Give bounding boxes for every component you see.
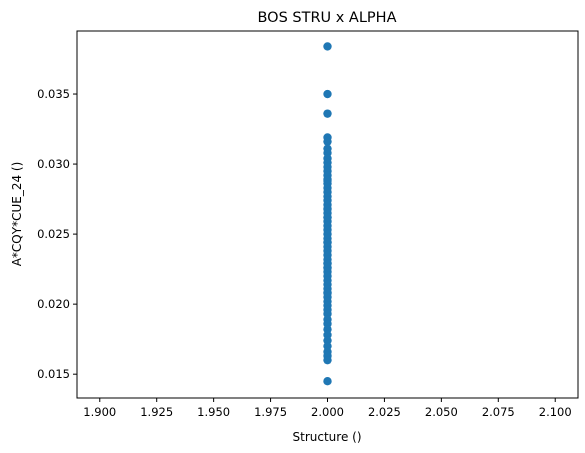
x-axis: 1.900 1.925 1.950 1.975 2.000 2.025 2.050 2.075… bbox=[83, 398, 571, 419]
x-tick-label: 2.075 bbox=[482, 405, 515, 419]
y-tick-label: 0.035 bbox=[37, 87, 70, 101]
scatter-point bbox=[323, 259, 331, 267]
x-tick-label: 1.900 bbox=[83, 405, 116, 419]
y-tick-label: 0.025 bbox=[37, 227, 70, 241]
x-tick-label: 2.050 bbox=[425, 405, 458, 419]
scatter-point bbox=[323, 238, 331, 246]
scatter-point bbox=[323, 213, 331, 221]
y-tick-label: 0.020 bbox=[37, 297, 70, 311]
scatter-point bbox=[323, 205, 331, 213]
y-tick-label: 0.030 bbox=[37, 157, 70, 171]
scatter-point bbox=[323, 289, 331, 297]
chart-title: BOS STRU x ALPHA bbox=[257, 10, 396, 26]
x-tick-label: 2.100 bbox=[539, 405, 572, 419]
y-axis: 0.015 0.020 0.025 0.030 0.035 bbox=[37, 87, 77, 381]
data-points bbox=[323, 42, 331, 385]
y-tick-label: 0.015 bbox=[37, 367, 70, 381]
scatter-point bbox=[323, 177, 331, 185]
scatter-point bbox=[323, 377, 331, 385]
scatter-point bbox=[323, 356, 331, 364]
x-tick-label: 2.025 bbox=[368, 405, 401, 419]
x-tick-label: 2.000 bbox=[311, 405, 344, 419]
x-tick-label: 1.975 bbox=[254, 405, 287, 419]
y-axis-label: A*CQY*CUE_24 () bbox=[10, 162, 24, 267]
scatter-point bbox=[323, 42, 331, 50]
x-tick-label: 1.950 bbox=[197, 405, 230, 419]
scatter-point bbox=[323, 109, 331, 117]
x-tick-label: 1.925 bbox=[140, 405, 173, 419]
scatter-point bbox=[323, 90, 331, 98]
x-axis-label: Structure () bbox=[293, 430, 362, 444]
